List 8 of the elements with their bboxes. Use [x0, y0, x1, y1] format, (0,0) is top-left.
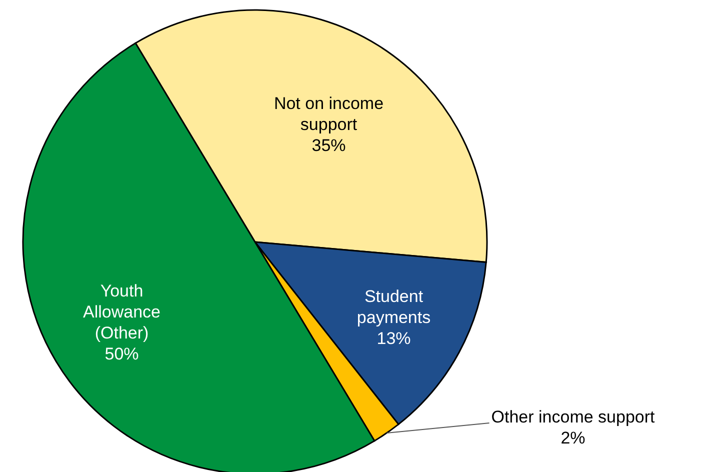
- slice-label: Other income support: [491, 407, 656, 426]
- data-label: 13%: [376, 328, 411, 348]
- slice-label: Youth Allowance (Other): [83, 282, 161, 343]
- slice-label: Not on income support: [274, 94, 384, 134]
- data-label: 50%: [104, 344, 139, 364]
- data-label: 35%: [312, 136, 346, 155]
- slice-label: Student payments: [356, 286, 431, 327]
- data-label: 2%: [560, 428, 586, 448]
